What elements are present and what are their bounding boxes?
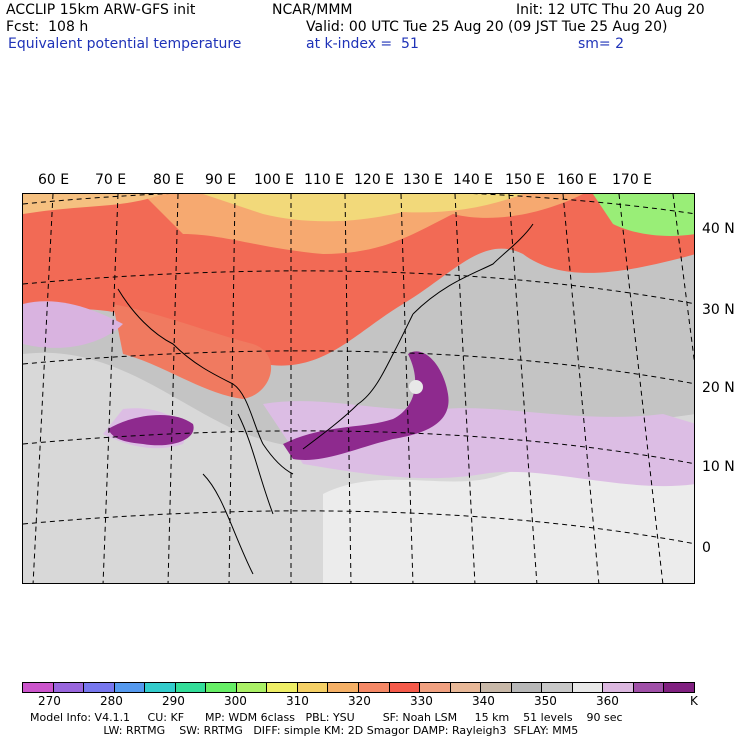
valid-time: Valid: 00 UTC Tue 25 Aug 20 (09 JST Tue … bbox=[306, 19, 668, 35]
colorbar-tick: 350 bbox=[534, 694, 557, 708]
colorbar-swatch bbox=[267, 683, 298, 692]
model-info-line1: Model Info: V4.1.1 CU: KF MP: WDM 6class… bbox=[30, 711, 623, 724]
lon-label: 160 E bbox=[557, 172, 598, 188]
lon-label: 60 E bbox=[38, 172, 70, 188]
colorbar bbox=[22, 682, 695, 693]
typhoon-eye bbox=[409, 380, 423, 394]
colorbar-swatch bbox=[297, 683, 329, 692]
map-field bbox=[23, 194, 694, 583]
colorbar-swatch bbox=[572, 683, 604, 692]
model-info-line2: LW: RRTMG SW: RRTMG DIFF: simple KM: 2D … bbox=[30, 724, 579, 737]
lat-label: 40 N bbox=[702, 221, 735, 237]
lavender-west bbox=[23, 301, 123, 348]
colorbar-swatch bbox=[511, 683, 543, 692]
colorbar-tick: 290 bbox=[162, 694, 185, 708]
level-index: at k-index = 51 bbox=[306, 36, 419, 52]
colorbar-swatch bbox=[603, 683, 634, 692]
lon-label: 170 E bbox=[612, 172, 653, 188]
lon-label: 110 E bbox=[304, 172, 345, 188]
colorbar-swatch bbox=[236, 683, 268, 692]
smoothing: sm= 2 bbox=[578, 36, 625, 52]
white-field bbox=[323, 468, 694, 583]
lat-label: 0 bbox=[702, 540, 711, 556]
lon-label: 150 E bbox=[505, 172, 546, 188]
lon-label: 140 E bbox=[453, 172, 494, 188]
colorbar-tick: 320 bbox=[348, 694, 371, 708]
colorbar-swatch bbox=[481, 683, 512, 692]
colorbar-swatch bbox=[420, 683, 451, 692]
lon-label: 120 E bbox=[354, 172, 395, 188]
lon-label: 90 E bbox=[205, 172, 237, 188]
model-title: ACCLIP 15km ARW-GFS init bbox=[6, 2, 196, 18]
lon-label: 80 E bbox=[153, 172, 185, 188]
colorbar-swatch bbox=[389, 683, 421, 692]
tibet-warm bbox=[113, 304, 272, 399]
colorbar-swatch bbox=[145, 683, 176, 692]
colorbar-swatch bbox=[542, 683, 573, 692]
lat-label: 10 N bbox=[702, 459, 735, 475]
lat-label: 30 N bbox=[702, 302, 735, 318]
colorbar-swatch bbox=[114, 683, 146, 692]
colorbar-swatch bbox=[84, 683, 115, 692]
warm-band-yellow bbox=[203, 194, 523, 222]
nw-orange bbox=[23, 194, 163, 214]
colorbar-tick: 310 bbox=[286, 694, 309, 708]
lon-label: 130 E bbox=[403, 172, 444, 188]
japan-coast bbox=[412, 223, 534, 315]
colorbar-swatch bbox=[23, 683, 54, 692]
lat-label: 20 N bbox=[702, 380, 735, 396]
field-name: Equivalent potential temperature bbox=[8, 36, 242, 52]
warm-band-red bbox=[23, 194, 694, 366]
lavender-band bbox=[263, 401, 694, 487]
forecast-hour: Fcst: 108 h bbox=[6, 19, 89, 35]
colorbar-swatch bbox=[664, 683, 695, 692]
organization: NCAR/MMM bbox=[272, 2, 353, 18]
colorbar-tick: 340 bbox=[472, 694, 495, 708]
colorbar-swatch bbox=[450, 683, 482, 692]
colorbar-swatch bbox=[53, 683, 85, 692]
colorbar-swatch bbox=[206, 683, 237, 692]
colorbar-swatch bbox=[175, 683, 207, 692]
colorbar-swatch bbox=[359, 683, 390, 692]
colorbar-tick: 270 bbox=[38, 694, 61, 708]
colorbar-tick: 360 bbox=[596, 694, 619, 708]
init-time: Init: 12 UTC Thu 20 Aug 20 bbox=[516, 2, 705, 18]
colorbar-tick: 280 bbox=[100, 694, 123, 708]
map-panel bbox=[22, 193, 695, 584]
colorbar-unit: K bbox=[690, 694, 698, 708]
colorbar-swatch bbox=[633, 683, 665, 692]
colorbar-tick: 330 bbox=[410, 694, 433, 708]
lon-label: 70 E bbox=[95, 172, 127, 188]
graticule bbox=[23, 194, 694, 583]
coastline bbox=[117, 288, 414, 575]
lon-label: 100 E bbox=[254, 172, 295, 188]
colorbar-swatch bbox=[328, 683, 360, 692]
colorbar-tick: 300 bbox=[224, 694, 247, 708]
